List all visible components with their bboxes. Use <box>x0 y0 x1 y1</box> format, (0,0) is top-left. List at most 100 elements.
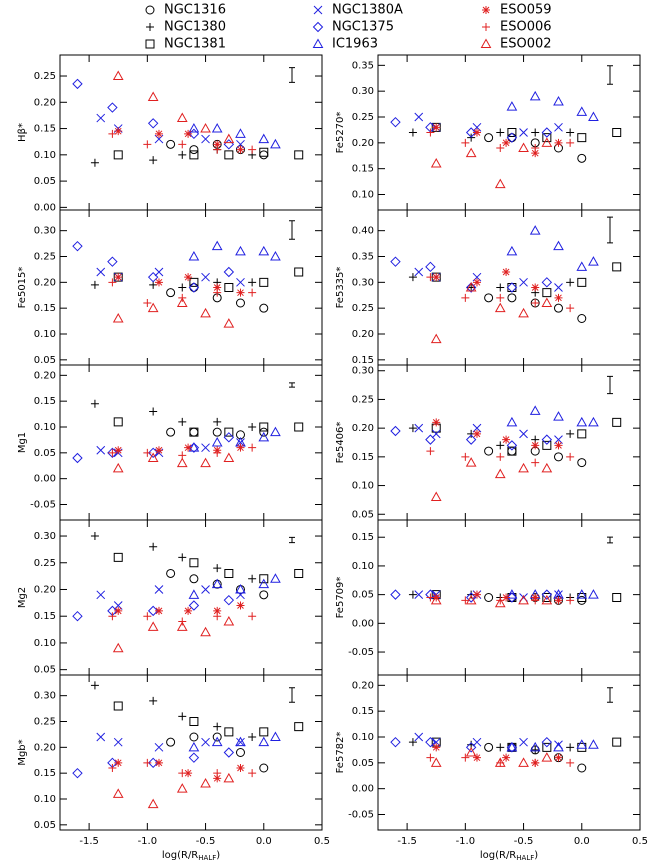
data-point <box>531 144 540 152</box>
data-point <box>90 399 99 408</box>
data-point <box>96 267 106 277</box>
legend-label: NGC1380A <box>332 3 403 18</box>
y-tick-label: 0.20 <box>34 584 56 595</box>
data-point <box>519 128 528 137</box>
panel-frame <box>377 674 641 831</box>
data-point <box>90 158 99 167</box>
data-point <box>506 416 518 427</box>
data-point <box>90 280 99 289</box>
data-point <box>143 299 152 307</box>
data-point <box>465 282 477 293</box>
data-point <box>588 111 599 121</box>
data-point <box>431 122 441 132</box>
panel-frame <box>59 519 323 676</box>
data-point <box>612 262 622 272</box>
data-point <box>494 468 506 479</box>
data-point <box>112 70 124 81</box>
y-tick-label: 0.05 <box>34 820 56 831</box>
data-point <box>270 250 281 261</box>
y-tick-label: 0.20 <box>352 423 374 434</box>
data-point <box>430 594 442 605</box>
data-point <box>426 128 435 137</box>
x-axis-label: log(R/RHALF) <box>480 850 538 862</box>
y-tick-label: 0.10 <box>34 638 56 649</box>
data-point <box>507 446 517 456</box>
data-point <box>248 288 257 297</box>
x-tick-label: 0.0 <box>574 836 590 847</box>
data-point <box>223 432 235 443</box>
data-point <box>472 278 481 287</box>
data-point <box>425 736 436 748</box>
data-point <box>612 128 622 137</box>
legend-label: NGC1381 <box>164 37 226 52</box>
x-tick-label: -1.5 <box>397 836 417 847</box>
data-point <box>108 448 117 457</box>
data-point <box>211 240 223 251</box>
legend-label: IC1963 <box>332 37 378 52</box>
data-point <box>566 429 575 438</box>
y-tick-label: 0.40 <box>352 226 374 237</box>
data-point <box>553 741 564 752</box>
data-point <box>248 612 257 621</box>
data-point <box>236 288 245 297</box>
data-point <box>531 299 540 307</box>
data-point <box>108 612 117 621</box>
data-point <box>236 443 245 452</box>
y-tick-label: 0.25 <box>34 717 56 728</box>
y-tick-label: 0.10 <box>352 732 374 743</box>
data-point <box>518 307 529 318</box>
data-point <box>518 462 529 473</box>
data-point <box>577 277 587 287</box>
data-point <box>612 417 622 427</box>
data-point <box>425 261 436 273</box>
y-tick-label: 0.10 <box>352 481 374 492</box>
data-point <box>224 283 234 292</box>
data-point <box>213 774 222 783</box>
y-tick-label: 0.05 <box>34 448 56 459</box>
data-point <box>465 746 477 757</box>
data-point <box>531 745 540 754</box>
data-point <box>531 149 540 158</box>
data-point <box>496 128 505 137</box>
data-point <box>502 753 511 762</box>
data-point <box>465 434 477 445</box>
data-point <box>178 553 187 562</box>
data-point <box>529 741 541 752</box>
legend-marker <box>482 6 490 14</box>
data-point <box>223 616 235 626</box>
data-point <box>176 783 188 793</box>
y-tick-label: 0.15 <box>352 532 374 543</box>
data-point <box>588 256 599 266</box>
data-point <box>259 150 269 160</box>
data-point <box>553 411 564 421</box>
data-point <box>154 742 164 752</box>
error-bar <box>289 382 295 388</box>
data-point <box>432 123 441 132</box>
data-point <box>200 626 211 637</box>
data-point <box>113 417 123 427</box>
data-point <box>213 448 222 457</box>
data-point <box>166 427 176 437</box>
data-point <box>143 612 152 621</box>
y-tick-label: -0.05 <box>348 647 374 658</box>
data-point <box>566 596 575 605</box>
data-point <box>496 743 505 752</box>
y-tick-label: 0.20 <box>352 138 374 149</box>
data-point <box>114 127 123 136</box>
data-point <box>529 405 541 415</box>
data-point <box>188 741 200 752</box>
data-point <box>235 583 246 594</box>
data-point <box>258 736 270 747</box>
data-point <box>248 733 257 741</box>
data-point <box>541 434 553 445</box>
data-point <box>414 112 424 122</box>
data-point <box>294 568 304 578</box>
data-point <box>107 256 118 267</box>
data-point <box>107 102 118 113</box>
data-point <box>554 122 563 132</box>
y-tick-label: 0.05 <box>352 590 374 601</box>
y-tick-label: 0.30 <box>34 226 56 237</box>
data-point <box>184 443 193 452</box>
data-point <box>189 283 199 292</box>
data-point <box>612 593 622 602</box>
